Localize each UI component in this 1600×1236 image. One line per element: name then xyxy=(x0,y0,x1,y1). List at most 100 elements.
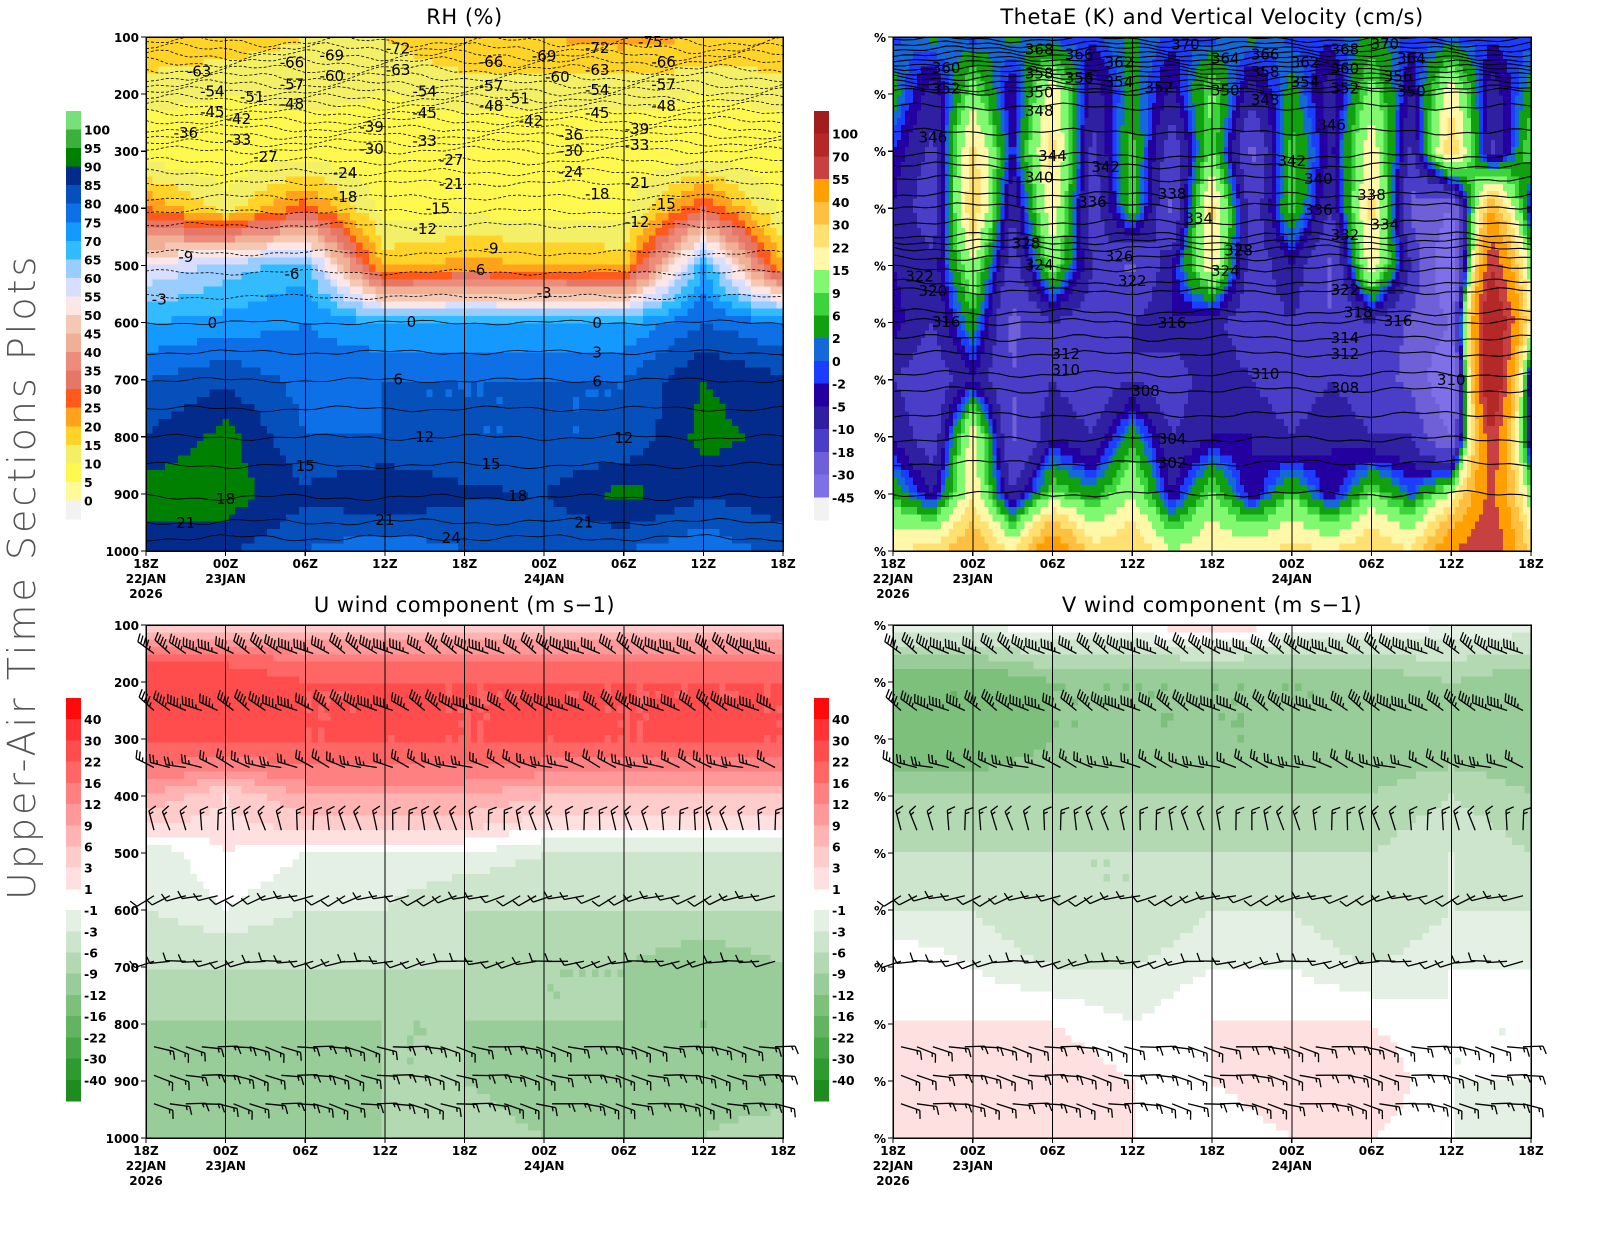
contour-cell xyxy=(1032,205,1038,214)
contour-cell xyxy=(1295,220,1305,229)
contour-cell xyxy=(1347,103,1357,112)
contour-cell xyxy=(1455,396,1460,405)
contour-cell xyxy=(146,294,179,302)
contour-cell xyxy=(375,242,383,251)
contour-cell xyxy=(1387,249,1393,258)
contour-cell xyxy=(1311,132,1321,141)
contour-cell xyxy=(1323,169,1337,178)
contour-cell xyxy=(1056,294,1070,302)
contour-cell xyxy=(936,220,942,229)
contour-cell xyxy=(1391,279,1401,288)
contour-cell xyxy=(996,249,1002,258)
contour-cell xyxy=(1523,95,1532,104)
contour-label: -39 xyxy=(625,120,650,138)
contour-cell xyxy=(1068,95,1074,104)
contour-cell xyxy=(1148,103,1153,112)
contour-cell xyxy=(1235,125,1245,134)
contour-cell xyxy=(1180,88,1189,97)
contour-cell xyxy=(956,242,966,251)
contour-cell xyxy=(1339,169,1345,178)
contour-cell xyxy=(1387,169,1393,178)
contour-cell xyxy=(1247,235,1265,244)
contour-cell xyxy=(1507,499,1516,508)
contour-cell xyxy=(1519,271,1524,280)
contour-cell xyxy=(1455,360,1460,369)
contour-cell xyxy=(1192,382,1257,391)
contour-cell xyxy=(1455,330,1460,339)
contour-cell xyxy=(1068,154,1074,163)
contour-cell xyxy=(649,220,663,229)
contour-cell xyxy=(1116,506,1141,515)
contour-cell xyxy=(146,227,185,236)
contour-cell xyxy=(1048,448,1062,457)
contour-cell xyxy=(1040,169,1062,178)
contour-cell xyxy=(1100,411,1117,420)
contour-cell xyxy=(1527,227,1532,236)
contour-cell xyxy=(980,264,986,273)
contour-cell xyxy=(1044,455,1050,464)
contour-cell xyxy=(1108,169,1113,178)
contour-cell xyxy=(1020,161,1030,170)
contour-cell xyxy=(1407,95,1416,104)
contour-cell xyxy=(681,235,689,244)
contour-cell xyxy=(1415,66,1424,75)
contour-cell xyxy=(1227,81,1237,89)
contour-cell xyxy=(655,323,701,332)
contour-cell xyxy=(1475,411,1484,420)
contour-cell xyxy=(1136,220,1145,229)
contour-cell xyxy=(1192,374,1253,383)
contour-cell xyxy=(1196,161,1201,170)
contour-cell xyxy=(1467,440,1472,449)
contour-cell xyxy=(992,205,998,214)
contour-cell xyxy=(1188,506,1197,515)
contour-cell xyxy=(936,169,942,178)
contour-cell xyxy=(330,249,345,258)
contour-cell xyxy=(1423,418,1444,427)
contour-cell xyxy=(719,235,727,244)
contour-cell xyxy=(936,499,946,508)
contour-cell xyxy=(948,323,958,332)
contour-cell xyxy=(177,249,262,258)
contour-cell xyxy=(1455,404,1460,413)
contour-cell xyxy=(893,477,898,486)
contour-cell xyxy=(1080,183,1085,192)
contour-cell xyxy=(1331,213,1341,222)
contour-cell xyxy=(1511,338,1520,346)
contour-cell xyxy=(1108,191,1117,200)
contour-cell xyxy=(1455,345,1460,354)
colorbar-swatch xyxy=(66,240,81,260)
contour-cell xyxy=(1184,198,1189,207)
contour-cell xyxy=(1483,382,1504,391)
contour-cell xyxy=(1503,301,1512,310)
contour-cell xyxy=(1527,235,1532,244)
contour-cell xyxy=(1275,213,1281,222)
contour-cell xyxy=(1459,411,1464,420)
contour-cell xyxy=(1367,492,1381,501)
contour-cell xyxy=(241,360,644,369)
contour-cell xyxy=(1016,59,1026,67)
contour-cell xyxy=(1120,147,1129,156)
contour-cell xyxy=(1028,95,1038,104)
contour-cell xyxy=(1455,323,1460,332)
contour-cell xyxy=(893,352,914,361)
contour-cell xyxy=(1192,301,1209,310)
contour-cell xyxy=(349,257,357,266)
contour-cell xyxy=(1379,470,1393,479)
contour-cell xyxy=(1339,154,1345,163)
contour-cell xyxy=(952,338,962,346)
contour-cell xyxy=(1527,191,1532,200)
contour-cell xyxy=(992,213,998,222)
contour-cell xyxy=(623,279,638,288)
contour-cell xyxy=(1200,161,1205,170)
contour-cell xyxy=(1100,176,1109,185)
contour-cell xyxy=(1471,352,1476,361)
contour-cell xyxy=(988,227,994,236)
contour-cell xyxy=(1223,117,1229,126)
contour-cell xyxy=(1196,235,1205,244)
contour-cell xyxy=(725,286,740,295)
contour-cell xyxy=(1275,198,1281,207)
contour-cell xyxy=(1144,147,1149,156)
contour-cell xyxy=(1339,139,1345,148)
contour-cell xyxy=(1479,220,1484,229)
contour-cell xyxy=(996,154,1002,163)
